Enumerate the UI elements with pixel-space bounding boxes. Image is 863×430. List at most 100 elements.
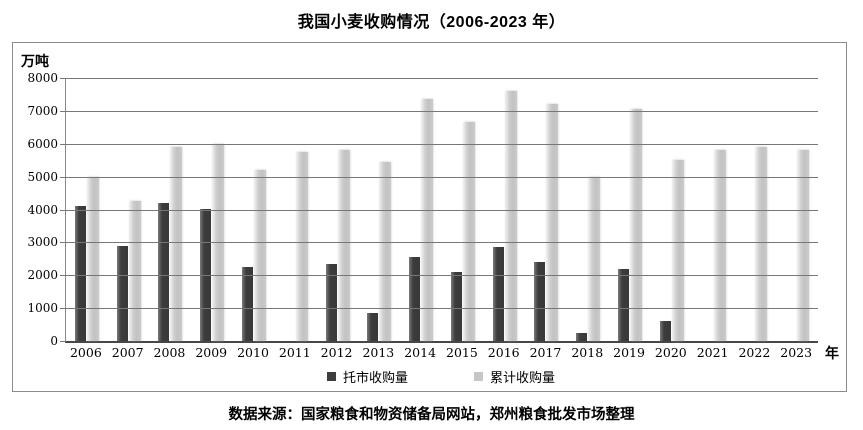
y-tick-mark — [60, 177, 66, 178]
bar-group-2020 — [651, 78, 693, 341]
y-tick-mark — [60, 242, 66, 243]
x-tick-label-2015: 2015 — [446, 345, 478, 360]
x-tick-label-2007: 2007 — [111, 345, 144, 360]
y-tick-label: 6000 — [27, 137, 58, 151]
x-tick-label-2019: 2019 — [613, 345, 645, 360]
bar-累计收购量-2022 — [756, 147, 768, 341]
bar-group-2010 — [233, 78, 275, 341]
bar-group-2017 — [526, 78, 568, 341]
gridline — [66, 177, 818, 178]
bar-累计收购量-2013 — [380, 162, 392, 341]
bar-累计收购量-2017 — [547, 104, 559, 341]
bar-group-2016 — [484, 78, 526, 341]
bar-group-2021 — [693, 78, 735, 341]
bar-累计收购量-2021 — [714, 150, 726, 341]
bar-group-2019 — [609, 78, 651, 341]
bar-托市收购量-2006 — [74, 206, 86, 341]
x-tick-label-2013: 2013 — [362, 345, 395, 360]
bar-累计收购量-2012 — [338, 150, 350, 341]
legend-swatch-dark — [326, 372, 336, 381]
y-tick-label: 5000 — [27, 170, 58, 184]
y-tick-mark — [60, 341, 66, 342]
bar-托市收购量-2013 — [367, 313, 379, 341]
x-tick-label-2008: 2008 — [153, 345, 186, 360]
x-tick-label-2011: 2011 — [278, 345, 311, 360]
x-tick-label-2014: 2014 — [404, 345, 437, 360]
legend-item-tuoshi: 托市收购量 — [326, 367, 408, 386]
bar-托市收购量-2012 — [325, 264, 337, 341]
bar-托市收购量-2008 — [158, 203, 170, 341]
gridline — [66, 242, 818, 243]
y-tick-label: 3000 — [27, 235, 58, 249]
x-tick-label-2017: 2017 — [529, 345, 562, 360]
x-tick-label-2016: 2016 — [487, 345, 520, 360]
legend-label-leiji: 累计收购量 — [490, 370, 556, 385]
bar-托市收购量-2017 — [534, 262, 546, 341]
bar-托市收购量-2010 — [242, 267, 254, 341]
bar-group-2007 — [108, 78, 150, 341]
bar-累计收购量-2010 — [255, 170, 267, 341]
bar-group-2013 — [358, 78, 400, 341]
bar-累计收购量-2006 — [87, 177, 99, 341]
y-tick-mark — [60, 144, 66, 145]
bar-group-2006 — [66, 78, 108, 341]
bar-累计收购量-2011 — [296, 152, 308, 341]
x-tick-label-2009: 2009 — [195, 345, 228, 360]
bar-托市收购量-2015 — [450, 272, 462, 341]
x-tick-label-2006: 2006 — [69, 345, 102, 360]
y-tick-label: 8000 — [27, 71, 58, 85]
legend-item-leiji: 累计收购量 — [474, 367, 555, 386]
chart-title: 我国小麦收购情况（2006-2023 年） — [297, 14, 566, 31]
bar-累计收购量-2008 — [171, 147, 183, 341]
bar-累计收购量-2015 — [463, 122, 475, 341]
y-tick-label: 1000 — [27, 301, 58, 315]
bar-group-2022 — [735, 78, 777, 341]
gridline — [66, 275, 818, 276]
bar-累计收购量-2014 — [422, 99, 434, 341]
y-axis-unit-label: 万吨 — [21, 53, 49, 69]
x-tick-label-2010: 2010 — [237, 345, 269, 360]
bar-托市收购量-2020 — [659, 321, 671, 341]
bar-groups — [66, 78, 818, 341]
bar-累计收购量-2020 — [672, 160, 684, 341]
bar-累计收购量-2018 — [589, 177, 601, 341]
x-tick-label-2018: 2018 — [571, 345, 604, 360]
x-tick-label-2021: 2021 — [696, 345, 729, 360]
gridline — [66, 308, 818, 309]
x-tick-label-2022: 2022 — [738, 345, 771, 360]
x-axis-labels: 2006 2007 2008 2009 2010 2011 2012 2013 2014 2015… — [65, 345, 817, 361]
plot-area: 0 1000 2000 3000 4000 5000 6000 7000 8000 — [27, 71, 818, 348]
data-source-note: 数据来源：国家粮食和物资储备局网站，郑州粮食批发市场整理 — [228, 407, 635, 423]
x-tick-label-2012: 2012 — [320, 345, 353, 360]
bar-group-2023 — [776, 78, 818, 341]
gridline — [66, 78, 818, 79]
chart-frame: 万吨 0 1000 2000 3000 4000 5000 6000 7000 8000 200… — [12, 42, 847, 392]
gridline — [66, 111, 818, 112]
y-tick-label: 2000 — [27, 268, 58, 282]
y-tick-label: 4000 — [27, 203, 58, 217]
bar-group-2014 — [400, 78, 442, 341]
bar-group-2008 — [150, 78, 192, 341]
y-tick-mark — [60, 78, 66, 79]
y-tick-label: 7000 — [27, 104, 58, 118]
legend: 托市收购量 累计收购量 — [65, 367, 817, 386]
x-axis-unit-label: 年 — [825, 345, 839, 361]
y-tick-mark — [60, 210, 66, 211]
y-tick-mark — [60, 308, 66, 309]
y-tick-mark — [60, 275, 66, 276]
bar-group-2011 — [275, 78, 317, 341]
bar-group-2015 — [442, 78, 484, 341]
y-tick-label: 0 — [50, 334, 58, 348]
bar-托市收购量-2019 — [618, 269, 630, 341]
bar-累计收购量-2016 — [505, 91, 517, 341]
bar-托市收购量-2014 — [409, 257, 421, 341]
bar-累计收购量-2007 — [129, 201, 141, 341]
legend-swatch-light — [474, 372, 483, 381]
bar-托市收购量-2007 — [116, 246, 128, 341]
bar-托市收购量-2018 — [576, 333, 588, 341]
bar-group-2012 — [317, 78, 359, 341]
y-tick-mark — [60, 111, 66, 112]
bar-托市收购量-2016 — [492, 247, 504, 341]
bar-累计收购量-2019 — [631, 109, 643, 341]
bar-group-2018 — [567, 78, 609, 341]
